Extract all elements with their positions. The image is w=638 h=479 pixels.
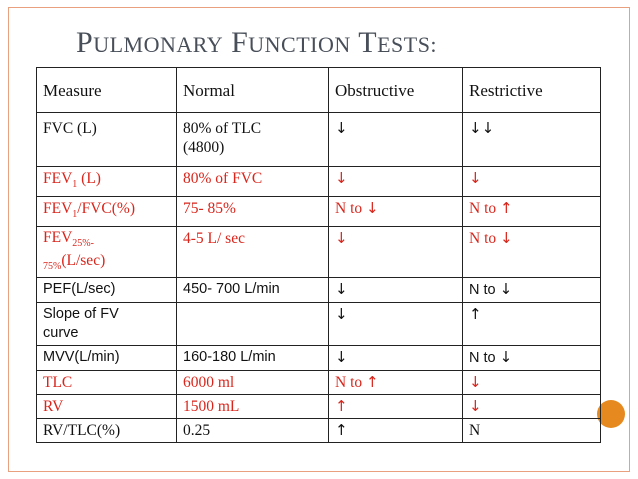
table-row-fev1: FEV1 (L) 80% of FVC ↓ ↓: [36, 166, 601, 197]
table-row-fev25-75: FEV25%- 75%(L/sec) 4-5 L/ sec ↓ N to ↓: [36, 226, 601, 278]
header-restrictive: Restrictive: [462, 67, 601, 113]
cell-normal: 6000 ml: [176, 370, 329, 395]
table-header-row: Measure Normal Obstructive Restrictive: [36, 67, 601, 113]
accent-dot: [597, 400, 625, 428]
res-text: N to: [469, 282, 500, 298]
slide-frame-top: [8, 7, 630, 8]
normal-line-2: (4800): [183, 139, 225, 156]
title-initial-p: P: [76, 26, 94, 59]
measure-text: FEV: [43, 229, 73, 246]
cell-measure: RV/TLC(%): [36, 418, 177, 443]
title-rest-unction: UNCTION: [248, 32, 351, 57]
table-row-mvv: MVV(L/min) 160-180 L/min ↓ N to ↓: [36, 345, 601, 371]
cell-normal: 450- 700 L/min: [176, 277, 329, 303]
cell-restrictive: ↓: [462, 166, 601, 197]
table-row-slope: Slope of FV curve ↓ ↑: [36, 302, 601, 346]
table-row-fev1-fvc: FEV1/FVC(%) 75- 85% N to ↓ N to ↑: [36, 196, 601, 227]
cell-normal: 160-180 L/min: [176, 345, 329, 371]
cell-normal: 4-5 L/ sec: [176, 226, 329, 278]
cell-measure: TLC: [36, 370, 177, 395]
cell-measure: FEV1 (L): [36, 166, 177, 197]
measure-text: FEV: [43, 200, 73, 217]
down-arrow-icon: ↓: [499, 280, 513, 298]
cell-obstructive: ↓: [328, 345, 463, 371]
measure-subscript: 75%: [43, 261, 62, 272]
cell-normal: 75- 85%: [176, 196, 329, 227]
normal-line-1: 80% of TLC: [183, 120, 262, 137]
title-initial-t: T: [358, 26, 378, 59]
measure-line-2: curve: [43, 325, 79, 341]
cell-normal: 80% of TLC (4800): [176, 112, 329, 167]
header-normal: Normal: [176, 67, 329, 113]
table-row-fvc: FVC (L) 80% of TLC (4800) ↓ ↓↓: [36, 112, 601, 167]
obs-text: N to: [335, 374, 366, 391]
cell-measure: FEV25%- 75%(L/sec): [36, 226, 177, 278]
slide-title: PULMONARY FUNCTION TESTS:: [76, 26, 437, 60]
cell-measure: FVC (L): [36, 112, 177, 167]
measure-subscript: 1: [72, 209, 78, 220]
header-obstructive: Obstructive: [328, 67, 463, 113]
down-arrow-icon: ↓: [366, 199, 379, 217]
down-arrow-icon: ↓: [499, 348, 513, 366]
cell-restrictive: ↓↓: [462, 112, 601, 167]
res-text: N to: [469, 350, 500, 366]
measure-line-1: Slope of FV: [43, 306, 119, 322]
slide-frame-bottom: [8, 471, 630, 472]
cell-restrictive: N to ↓: [462, 345, 601, 371]
cell-measure: MVV(L/min): [36, 345, 177, 371]
measure-subscript: 1: [72, 179, 78, 190]
cell-obstructive: ↓: [328, 166, 463, 197]
measure-suffix: /FVC(%): [77, 200, 135, 217]
cell-obstructive: N to ↑: [328, 370, 463, 395]
cell-normal: [176, 302, 329, 346]
cell-normal: 0.25: [176, 418, 329, 443]
cell-obstructive: ↑: [328, 394, 463, 419]
title-initial-f: F: [231, 26, 249, 59]
cell-measure: PEF(L/sec): [36, 277, 177, 303]
table-row-rv-tlc: RV/TLC(%) 0.25 ↑ N: [36, 418, 601, 443]
table-row-rv: RV 1500 mL ↑ ↓: [36, 394, 601, 419]
slide-frame-left: [8, 7, 9, 472]
cell-obstructive: ↑: [328, 418, 463, 443]
cell-restrictive: ↑: [462, 302, 601, 346]
cell-obstructive: ↓: [328, 277, 463, 303]
table-row-pef: PEF(L/sec) 450- 700 L/min ↓ N to ↓: [36, 277, 601, 303]
cell-normal: 1500 mL: [176, 394, 329, 419]
cell-restrictive: N: [462, 418, 601, 443]
cell-restrictive: N to ↑: [462, 196, 601, 227]
cell-obstructive: ↓: [328, 302, 463, 346]
res-text: N to: [469, 230, 500, 247]
up-arrow-icon: ↑: [366, 373, 379, 391]
title-rest-ulmonary: ULMONARY: [93, 32, 224, 57]
res-text: N to: [469, 200, 500, 217]
table-row-tlc: TLC 6000 ml N to ↑ ↓: [36, 370, 601, 395]
measure-subscript: 25%-: [72, 238, 94, 249]
obs-text: N to: [335, 200, 366, 217]
measure-suffix: (L): [77, 170, 101, 187]
cell-restrictive: ↓: [462, 394, 601, 419]
title-rest-ests: ESTS:: [377, 32, 438, 57]
measure-suffix: (L/sec): [61, 252, 106, 269]
cell-restrictive: N to ↓: [462, 226, 601, 278]
up-arrow-icon: ↑: [500, 199, 513, 217]
cell-obstructive: N to ↓: [328, 196, 463, 227]
cell-restrictive: ↓: [462, 370, 601, 395]
cell-measure: Slope of FV curve: [36, 302, 177, 346]
pft-table: Measure Normal Obstructive Restrictive F…: [36, 67, 601, 443]
cell-obstructive: ↓: [328, 112, 463, 167]
cell-measure: FEV1/FVC(%): [36, 196, 177, 227]
cell-restrictive: N to ↓: [462, 277, 601, 303]
down-arrow-icon: ↓: [500, 229, 513, 247]
cell-obstructive: ↓: [328, 226, 463, 278]
cell-normal: 80% of FVC: [176, 166, 329, 197]
slide-frame-right: [629, 7, 630, 472]
cell-measure: RV: [36, 394, 177, 419]
measure-text: FEV: [43, 170, 73, 187]
header-measure: Measure: [36, 67, 177, 113]
